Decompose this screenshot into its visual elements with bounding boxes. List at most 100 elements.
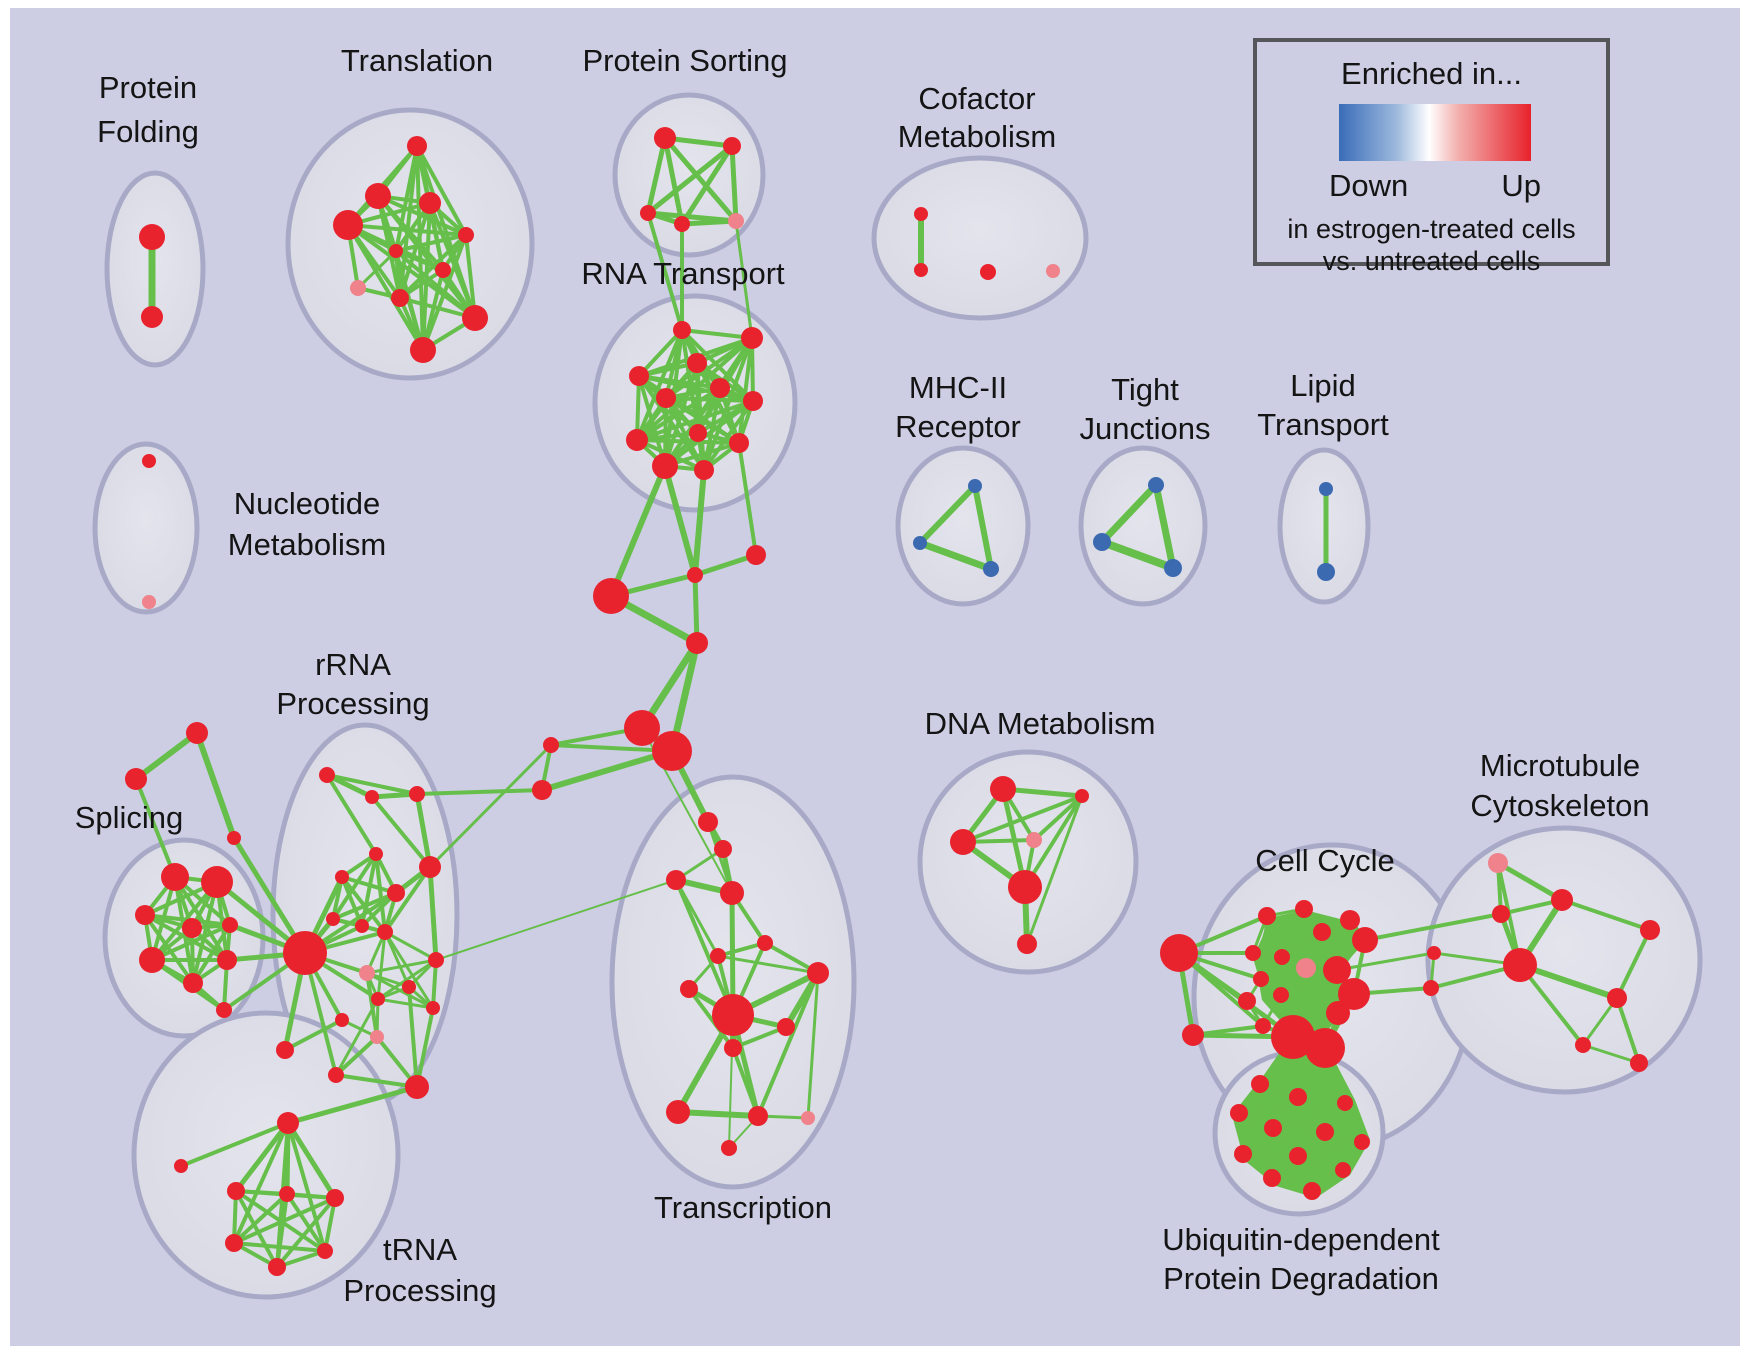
- edge: [679, 218, 739, 227]
- microtubule-cytoskeleton-node: [1607, 988, 1627, 1008]
- cell-cycle-node: [1182, 1024, 1204, 1046]
- transcription-node: [720, 881, 744, 905]
- microtubule-cytoskeleton-node: [1640, 920, 1660, 940]
- edge: [608, 463, 668, 599]
- ubiquitin-degradation-node: [1264, 1119, 1282, 1137]
- cofactor-metabolism-ellipse: [871, 155, 1089, 321]
- splicing-node: [201, 866, 233, 898]
- edge: [728, 1014, 734, 1149]
- mhc-ii-receptor-node: [983, 561, 999, 577]
- edge: [1517, 962, 1620, 1001]
- edge: [360, 852, 378, 928]
- splicing-triangle-node: [186, 722, 208, 744]
- cell-cycle-node: [1296, 958, 1316, 978]
- edge: [191, 923, 232, 985]
- mhc-ii-receptor-label: Receptor: [895, 409, 1021, 444]
- cell-cycle-node: [1338, 978, 1370, 1010]
- edge: [394, 249, 445, 272]
- edge: [674, 878, 735, 1017]
- ubiquitin-degradation-node: [1263, 1169, 1281, 1187]
- edge: [191, 880, 219, 985]
- transcription-node: [801, 1111, 815, 1125]
- rrna-processing-node: [402, 980, 416, 994]
- translation-node: [458, 227, 474, 243]
- edge: [1191, 1024, 1265, 1037]
- edge: [1242, 1153, 1299, 1157]
- edge: [415, 788, 544, 796]
- rna-transport-node: [729, 433, 749, 453]
- ubiquitin-degradation-node: [1316, 1123, 1334, 1141]
- trna-processing-node: [317, 1243, 333, 1259]
- rna-transport-node: [687, 353, 707, 373]
- edge: [1297, 1141, 1363, 1157]
- legend-title: Enriched in...: [1341, 56, 1522, 91]
- microtubule-cytoskeleton-node: [1575, 1037, 1591, 1053]
- rrna-processing-node: [319, 767, 335, 783]
- cell-cycle-node: [1326, 1001, 1350, 1025]
- trna-processing-node: [225, 1234, 243, 1252]
- transcription-node: [807, 962, 829, 984]
- translation-node: [410, 337, 436, 363]
- rna-transport-node: [656, 388, 676, 408]
- edge: [285, 1120, 338, 1201]
- edge: [133, 730, 200, 782]
- edge: [1176, 950, 1296, 1040]
- edge: [737, 441, 758, 557]
- chain-node: [543, 737, 559, 753]
- tight-junctions-node: [1148, 477, 1164, 493]
- edge: [1271, 1102, 1346, 1179]
- edge: [325, 773, 419, 796]
- edge: [415, 1006, 435, 1089]
- protein-folding-node: [141, 306, 163, 328]
- protein-sorting-ellipse: [612, 92, 766, 258]
- rrna-processing-node: [370, 1030, 384, 1044]
- cell-cycle-node: [1238, 992, 1256, 1010]
- cell-cycle-node: [1352, 927, 1378, 953]
- ubiquitin-degradation-node: [1354, 1134, 1370, 1150]
- rrna-processing-node: [405, 1075, 429, 1099]
- rrna-processing-node: [328, 1067, 344, 1083]
- trna-processing-node: [279, 1186, 295, 1202]
- edge: [334, 1035, 379, 1077]
- cofactor-metabolism-node: [980, 264, 996, 280]
- edge: [680, 328, 755, 403]
- rrna-processing-node: [428, 952, 444, 968]
- legend-caption-line2: vs. untreated cells: [1322, 246, 1541, 276]
- translation-node: [391, 289, 409, 307]
- ubiquitin-degradation-label: Ubiquitin-dependent: [1162, 1222, 1440, 1257]
- trna-processing-label: Processing: [343, 1273, 496, 1308]
- protein-sorting-label: Protein Sorting: [582, 43, 787, 78]
- edge: [549, 743, 674, 753]
- edge: [275, 1192, 289, 1269]
- translation-node: [407, 136, 427, 156]
- edge: [1271, 1141, 1363, 1179]
- rrna-processing-label: rRNA: [315, 647, 391, 682]
- edge: [692, 552, 759, 578]
- ubiquitin-degradation-node: [1251, 1075, 1269, 1093]
- chain-node: [532, 780, 552, 800]
- tight-junctions-label: Junctions: [1080, 411, 1211, 446]
- rrna-processing-node: [409, 786, 425, 802]
- edge: [421, 268, 445, 352]
- trna-processing-node: [268, 1258, 286, 1276]
- translation-node: [435, 262, 451, 278]
- edge: [662, 463, 698, 578]
- cofactor-metabolism-node: [1046, 264, 1060, 278]
- mhc-ii-receptor-node: [913, 536, 927, 550]
- tight-junctions-label: Tight: [1111, 372, 1179, 407]
- edge: [680, 328, 754, 340]
- rrna-processing-node: [335, 1013, 349, 1027]
- edge: [346, 223, 468, 237]
- nucleotide-metabolism-node: [142, 454, 156, 468]
- cofactor-metabolism-label: Metabolism: [898, 119, 1057, 154]
- dna-metabolism-node: [1026, 832, 1042, 848]
- rrna-processing-node: [283, 931, 327, 975]
- edge: [674, 878, 720, 958]
- edge: [1363, 912, 1503, 942]
- edge: [917, 483, 978, 546]
- edge: [232, 1192, 289, 1245]
- rna-transport-node: [694, 460, 714, 480]
- transcription-node: [724, 1039, 742, 1057]
- edge: [539, 748, 675, 793]
- rrna-processing-node: [355, 919, 369, 933]
